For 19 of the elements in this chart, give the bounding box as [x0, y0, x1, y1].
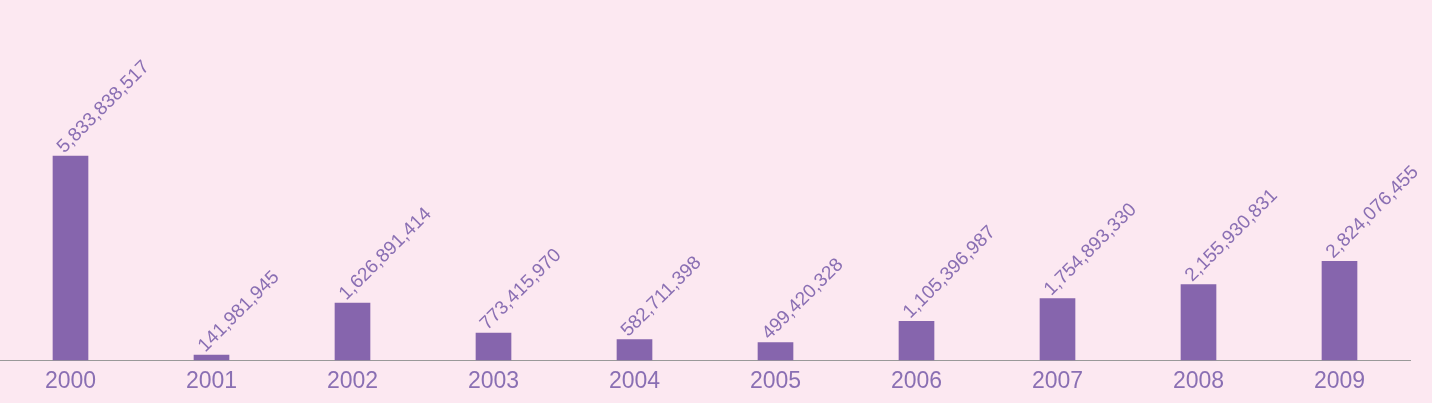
- x-tick-label: 2006: [890, 367, 943, 394]
- bar: [757, 342, 794, 361]
- bar: [1039, 298, 1076, 361]
- bar: [898, 321, 935, 361]
- x-tick-label: 2007: [1031, 367, 1084, 394]
- bar: [616, 339, 653, 361]
- bar: [475, 332, 512, 361]
- x-tick-label: 2005: [749, 367, 802, 394]
- bar: [1180, 284, 1217, 361]
- x-tick-label: 2002: [326, 367, 379, 394]
- x-tick-label: 2003: [467, 367, 520, 394]
- x-tick-label: 2000: [44, 367, 97, 394]
- x-tick-label: 2001: [185, 367, 238, 394]
- bar: [1321, 260, 1358, 361]
- x-tick-label: 2004: [608, 367, 661, 394]
- x-tick-label: 2009: [1313, 367, 1366, 394]
- bar: [334, 302, 371, 361]
- x-tick-label: 2008: [1172, 367, 1225, 394]
- bar: [52, 155, 89, 361]
